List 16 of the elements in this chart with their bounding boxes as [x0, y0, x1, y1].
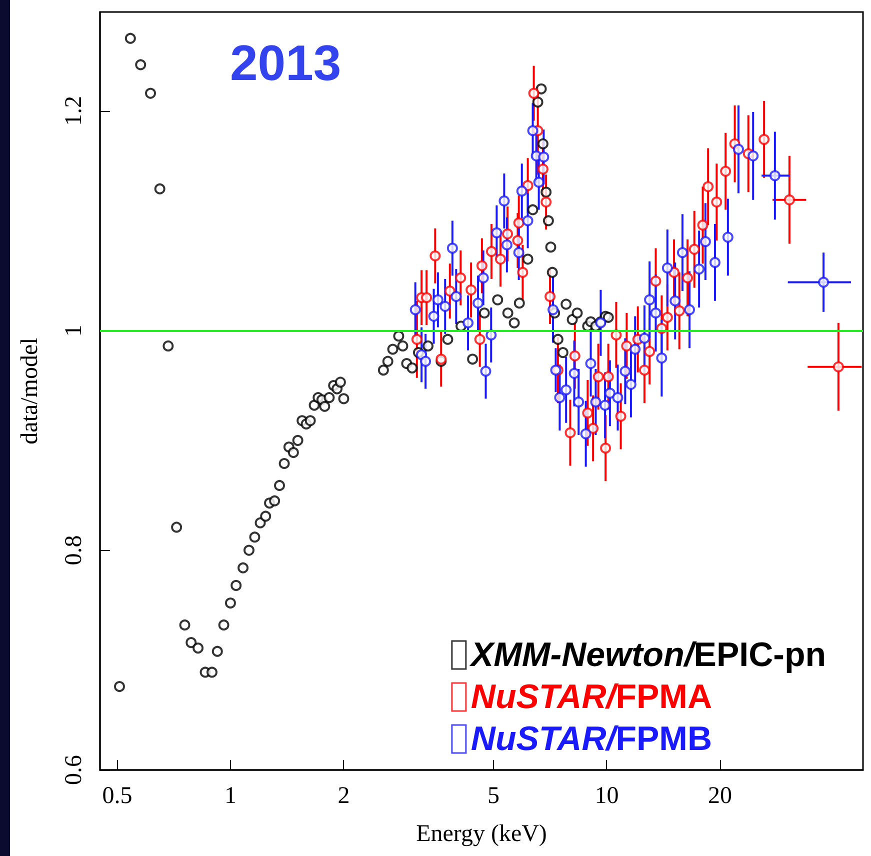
x-tick-label: 10: [594, 783, 619, 809]
x-axis-title: Energy (keV): [416, 821, 547, 847]
legend-label: NuSTAR/FPMB: [470, 720, 712, 758]
x-tick-label: 5: [487, 783, 500, 809]
x-tick-label: 20: [708, 783, 732, 809]
y-tick-label: 0.6: [61, 755, 87, 785]
legend-label: XMM-Newton/EPIC-pn: [468, 636, 826, 674]
x-tick-label: 0.5: [102, 783, 132, 809]
y-tick-label: 1: [61, 324, 87, 337]
x-tick-label: 2: [338, 783, 350, 809]
y-tick-label: 1.2: [61, 96, 87, 126]
legend-label: NuSTAR/FPMA: [470, 678, 712, 716]
y-tick-label: 0.8: [61, 535, 87, 566]
y-axis-title: data/model: [17, 337, 43, 444]
annotation: 2013: [230, 35, 342, 91]
x-tick-label: 1: [224, 783, 236, 809]
